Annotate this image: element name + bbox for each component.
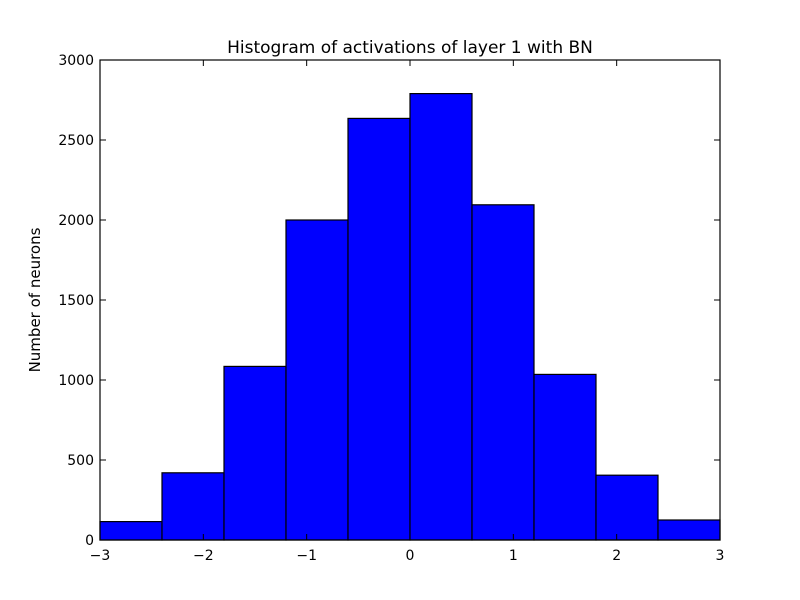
plot-frame bbox=[99, 59, 721, 541]
x-tick-label: 2 bbox=[612, 548, 621, 564]
histogram-bar bbox=[595, 474, 659, 541]
histogram-bar bbox=[347, 117, 411, 541]
y-tick-label: 2000 bbox=[58, 213, 94, 229]
histogram-bar bbox=[161, 472, 225, 541]
x-tick-label: −3 bbox=[90, 548, 111, 564]
x-tick-label: 0 bbox=[406, 548, 415, 564]
histogram-bar bbox=[409, 92, 473, 541]
histogram-bar bbox=[285, 219, 349, 541]
histogram-bar bbox=[223, 365, 287, 541]
x-tick-label: −2 bbox=[193, 548, 214, 564]
y-tick-label: 0 bbox=[85, 533, 94, 549]
x-tick-label: 3 bbox=[716, 548, 725, 564]
ticks-group: −3 −2 −1 0 1 2 3 0 500 1000 1500 2000 2500 3000 bbox=[58, 53, 724, 564]
y-tick-label: 1500 bbox=[58, 293, 94, 309]
y-tick-label: 500 bbox=[67, 453, 94, 469]
x-tick-label: −1 bbox=[296, 548, 317, 564]
chart-title: Histogram of activations of layer 1 with… bbox=[227, 38, 593, 58]
histogram-bar bbox=[533, 373, 597, 541]
bars-group bbox=[99, 92, 721, 541]
y-tick-label: 1000 bbox=[58, 373, 94, 389]
histogram-bar bbox=[99, 520, 163, 541]
histogram-bar bbox=[471, 204, 535, 541]
x-tick-label: 1 bbox=[509, 548, 518, 564]
y-tick-label: 2500 bbox=[58, 133, 94, 149]
histogram-bar bbox=[657, 519, 721, 541]
y-tick-label: 3000 bbox=[58, 53, 94, 69]
y-axis-label: Number of neurons bbox=[26, 227, 44, 372]
